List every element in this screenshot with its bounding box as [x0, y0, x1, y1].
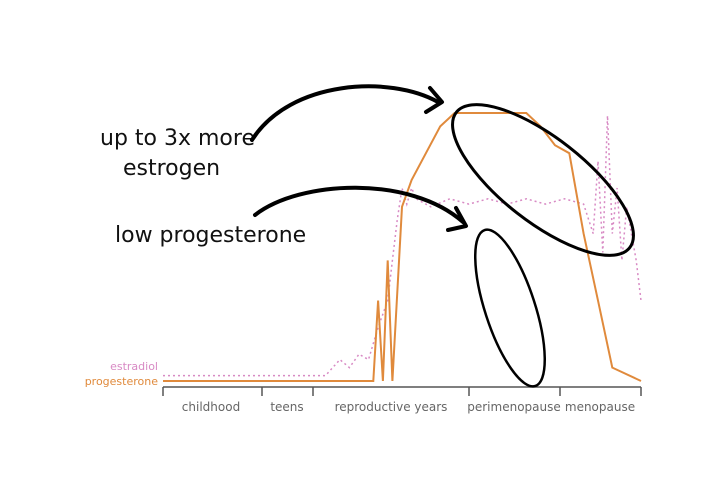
x-tick-label-reproductive: reproductive years	[335, 400, 448, 414]
estradiol-series-line	[163, 115, 642, 377]
x-tick-label-childhood: childhood	[182, 400, 240, 414]
annotation-line-1: up to 3x more	[100, 126, 255, 151]
x-tick-label-teens: teens	[270, 400, 303, 414]
progesterone-arrowhead	[446, 206, 468, 232]
progesterone-arrow	[253, 185, 465, 224]
x-tick-label-menopause: menopause	[565, 400, 635, 414]
series-label-estradiol: estradiol	[110, 360, 158, 373]
estrogen-arrowhead	[424, 86, 444, 114]
progesterone-series-line	[163, 112, 642, 382]
estrogen-arrow	[250, 84, 440, 142]
x-axis-ticks	[162, 387, 642, 396]
series-label-progesterone: progesterone	[85, 375, 159, 388]
annotation-line-2: estrogen	[123, 156, 220, 181]
progesterone-highlight-ellipse	[474, 228, 546, 388]
x-tick-label-perimenopause: perimenopause	[467, 400, 561, 414]
estrogen-highlight-ellipse	[451, 103, 635, 257]
annotation-line-3: low progesterone	[115, 223, 306, 248]
